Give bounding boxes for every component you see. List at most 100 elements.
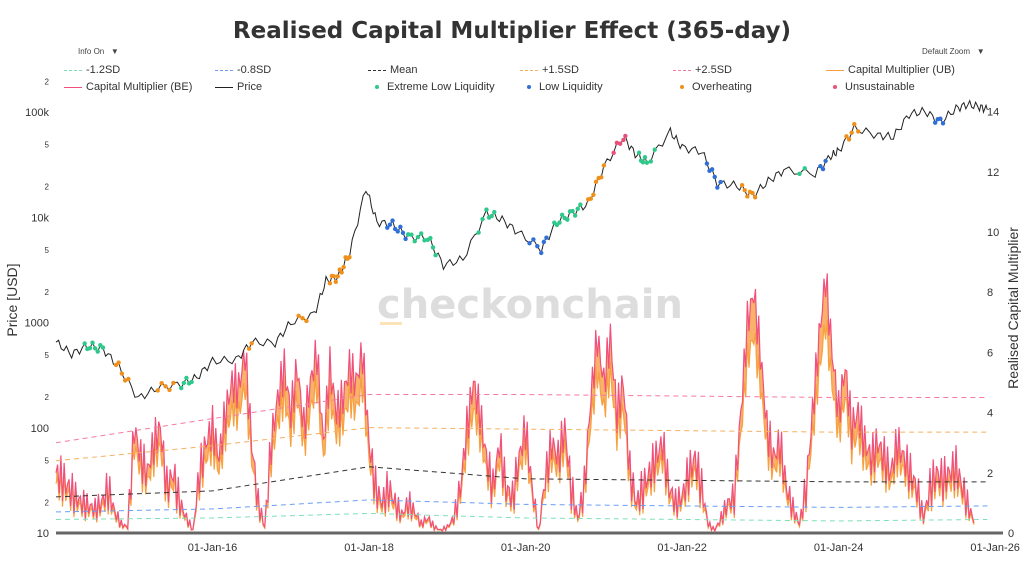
regime-dot — [333, 279, 338, 285]
info-dropdown[interactable]: Info On ▼ — [78, 47, 119, 56]
regime-dot — [484, 207, 489, 212]
y-right-axis-title: Realised Capital Multiplier — [1005, 227, 1021, 389]
legend-dot-icon — [527, 85, 531, 90]
regime-dot — [932, 120, 938, 125]
regime-dot — [126, 376, 131, 382]
regime-dot — [171, 380, 176, 386]
caret-down-icon: ▼ — [976, 47, 985, 56]
y-left-tick-label: 1000 — [25, 318, 49, 330]
legend-line-icon — [64, 69, 82, 71]
y-right-tick-label: 0 — [1008, 528, 1014, 540]
regime-dot — [539, 250, 544, 256]
regime-dot — [565, 217, 570, 222]
regime-dot — [246, 346, 252, 351]
price-line — [55, 99, 988, 400]
legend-label: +1.5SD — [542, 64, 579, 76]
regime-dot — [745, 194, 750, 199]
regime-dot — [856, 129, 861, 134]
regime-dot — [820, 166, 826, 172]
legend-item[interactable]: Low Liquidity — [520, 81, 603, 93]
regime-dot — [492, 209, 497, 215]
regime-dot — [718, 179, 723, 185]
regime-dot — [752, 195, 758, 200]
legend-item[interactable]: +1.5SD — [520, 64, 579, 76]
regime-dot — [387, 222, 393, 227]
y-left-tick-label: 2 — [45, 77, 50, 86]
regime-dot — [179, 385, 184, 391]
regime-dot — [480, 216, 485, 222]
regime-dot — [419, 231, 424, 236]
regime-dot — [742, 187, 747, 193]
regime-dot — [327, 281, 333, 286]
regime-dot — [844, 134, 849, 139]
legend-label: Low Liquidity — [539, 81, 603, 93]
regime-dot — [412, 239, 417, 244]
y-left-tick-label: 2 — [45, 183, 50, 192]
legend-item[interactable]: +2.5SD — [673, 64, 732, 76]
y-left-axis-title: Price [USD] — [4, 263, 20, 336]
regime-dot — [599, 175, 604, 180]
caret-down-icon: ▼ — [110, 47, 119, 56]
regime-dot — [122, 378, 128, 383]
y-left-tick-label: 100 — [31, 423, 49, 435]
chart-title: Realised Capital Multiplier Effect (365-… — [232, 18, 792, 44]
band-mean — [55, 466, 988, 498]
legend-item[interactable]: -0.8SD — [215, 64, 271, 76]
regime-dot — [531, 237, 536, 242]
regime-dot — [400, 230, 406, 235]
regime-dot — [640, 160, 646, 165]
regime-dot — [476, 230, 481, 235]
regime-dot — [852, 121, 857, 127]
legend-line-icon — [673, 69, 691, 71]
legend-label: Mean — [390, 64, 418, 76]
legend-item[interactable]: Extreme Low Liquidity — [368, 81, 495, 93]
regime-dot — [339, 270, 344, 275]
regime-dot — [100, 345, 106, 350]
legend-dot-icon — [375, 85, 379, 90]
zoom-dropdown[interactable]: Default Zoom ▼ — [922, 47, 985, 56]
regime-dot — [648, 159, 654, 164]
regime-dot — [415, 234, 421, 240]
watermark-logo — [380, 322, 402, 325]
legend-item[interactable]: Capital Multiplier (BE) — [64, 81, 192, 93]
legend-label: -1.2SD — [86, 64, 121, 76]
legend-item[interactable]: Price — [215, 81, 262, 93]
regime-dot — [527, 240, 532, 246]
regime-dot — [559, 212, 565, 218]
multiplier-be-line — [55, 273, 975, 533]
zoom-label: Default Zoom — [922, 47, 971, 56]
regime-dot — [802, 166, 807, 171]
regime-dot — [938, 116, 943, 121]
regime-dot — [652, 147, 657, 152]
regime-dot — [940, 121, 946, 126]
y-right-tick-label: 4 — [987, 408, 993, 420]
watermark: checkonchain — [377, 282, 683, 328]
legend-item[interactable]: Mean — [368, 64, 418, 76]
regime-dot — [405, 232, 411, 237]
legend-item[interactable]: Unsustainable — [826, 81, 915, 93]
regime-dot — [849, 130, 854, 135]
regime-dot — [90, 340, 95, 345]
regime-dot — [300, 315, 305, 321]
regime-dot — [541, 239, 547, 245]
regime-dot — [644, 160, 650, 165]
y-left-tick-label: 100k — [25, 107, 49, 119]
regime-dot — [422, 238, 427, 243]
legend-line-icon — [215, 69, 233, 71]
regime-dot — [398, 224, 403, 230]
legend-label: Capital Multiplier (BE) — [86, 81, 193, 93]
legend-label: -0.8SD — [237, 64, 272, 76]
regime-dot — [181, 380, 187, 386]
legend-item[interactable]: Overheating — [673, 81, 752, 93]
regime-dot — [119, 371, 125, 376]
legend-item[interactable]: Capital Multiplier (UB) — [826, 64, 955, 76]
regime-dot — [715, 185, 720, 190]
regime-dot — [159, 381, 164, 386]
regime-dot — [578, 202, 583, 207]
x-tick-label: 01-Jan-22 — [657, 542, 707, 554]
regime-dot — [167, 387, 172, 393]
x-tick-label: 01-Jan-16 — [188, 542, 238, 554]
regime-dot — [544, 235, 549, 240]
legend-item[interactable]: -1.2SD — [64, 64, 120, 76]
legend-line-icon — [215, 86, 233, 88]
